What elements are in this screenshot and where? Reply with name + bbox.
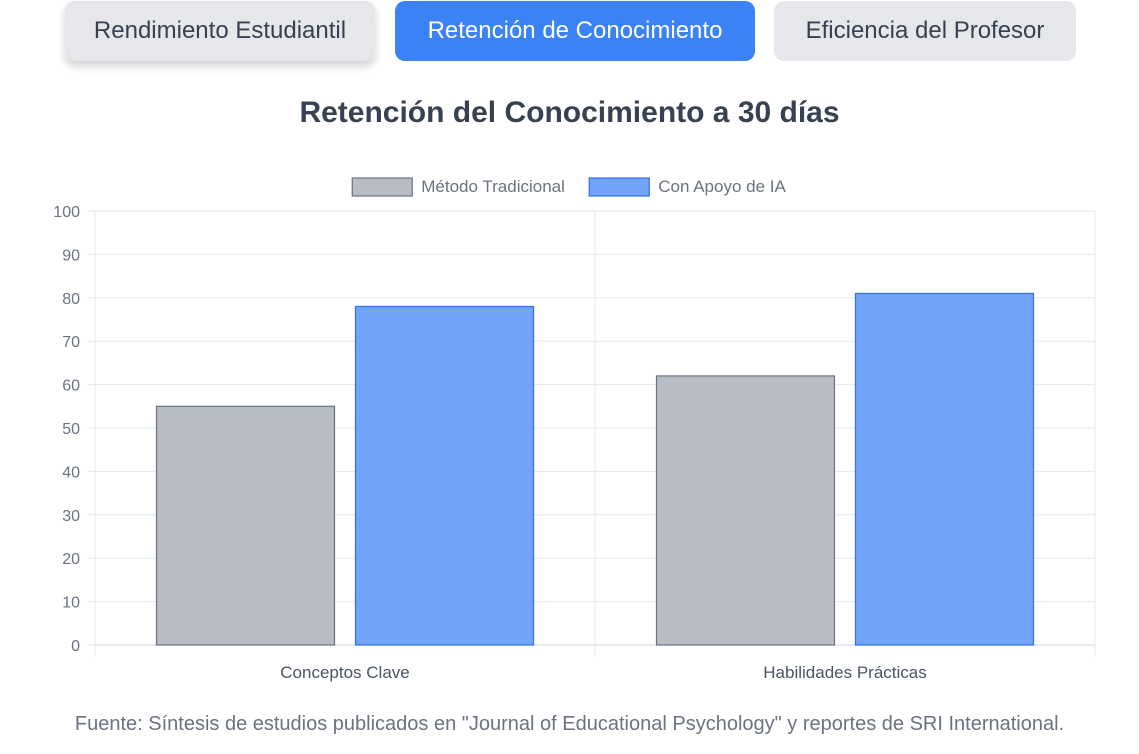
- x-tick-label: Habilidades Prácticas: [763, 663, 926, 682]
- tab-rendimiento-estudiantil[interactable]: Rendimiento Estudiantil: [65, 1, 375, 61]
- y-tick-label: 50: [62, 421, 80, 438]
- y-tick-label: 0: [71, 638, 80, 655]
- y-tick-label: 100: [53, 204, 80, 221]
- legend-swatch-1[interactable]: [588, 177, 650, 197]
- tab-retencion-conocimiento[interactable]: Retención de Conocimiento: [395, 1, 755, 61]
- source-note: Fuente: Síntesis de estudios publicados …: [74, 713, 1065, 735]
- bar-traditional-1[interactable]: [655, 375, 836, 646]
- y-tick-label: 30: [62, 508, 80, 525]
- legend-swatch-0[interactable]: [351, 177, 413, 197]
- y-tick-label: 70: [62, 334, 80, 351]
- chart-title: Retención del Conocimiento a 30 días: [299, 96, 840, 129]
- x-tick-label: Conceptos Clave: [280, 663, 409, 682]
- bar-chart: 0 10 20 30 40 50 60 70 80 90 100 Conceptos Clave Hab…: [53, 177, 1096, 682]
- y-tick-label: 10: [62, 595, 80, 612]
- y-tick-label: 40: [62, 464, 80, 481]
- bar-traditional-0[interactable]: [155, 405, 336, 646]
- y-tick-label: 90: [62, 247, 80, 264]
- legend-label-0[interactable]: Método Tradicional: [421, 177, 565, 196]
- chart-bars: [155, 292, 1035, 646]
- bar-ai-0[interactable]: [354, 305, 535, 646]
- y-tick-label: 80: [62, 291, 80, 308]
- tab-bar: Rendimiento Estudiantil Retención de Con…: [0, 1, 1139, 61]
- tab-eficiencia-profesor[interactable]: Eficiencia del Profesor: [774, 1, 1076, 61]
- legend-label-1[interactable]: Con Apoyo de IA: [658, 177, 786, 196]
- y-tick-label: 20: [62, 551, 80, 568]
- chart-legend[interactable]: Método Tradicional Con Apoyo de IA: [351, 177, 787, 197]
- bar-ai-1[interactable]: [854, 292, 1035, 646]
- y-tick-label: 60: [62, 378, 80, 395]
- chart-axes: 0 10 20 30 40 50 60 70 80 90 100 Conceptos Clave Hab…: [53, 204, 1095, 682]
